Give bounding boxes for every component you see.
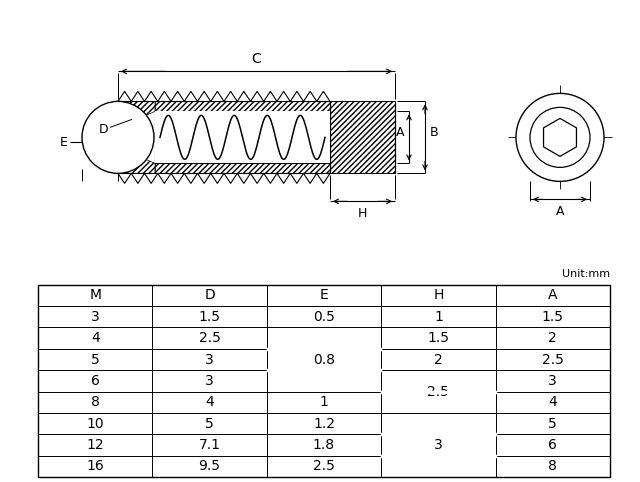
Polygon shape [118, 101, 155, 127]
Text: E: E [319, 288, 328, 302]
Polygon shape [543, 119, 577, 156]
Polygon shape [118, 147, 155, 174]
Text: 3: 3 [548, 374, 557, 388]
Text: 3: 3 [91, 310, 100, 324]
Text: 8: 8 [548, 459, 557, 473]
Polygon shape [155, 163, 390, 174]
Polygon shape [330, 101, 395, 174]
Circle shape [516, 94, 604, 181]
Text: 4: 4 [548, 395, 557, 409]
Text: D: D [99, 123, 109, 136]
Text: B: B [430, 126, 438, 139]
Text: H: H [433, 288, 444, 302]
Text: 5: 5 [91, 352, 100, 366]
Text: 16: 16 [86, 459, 104, 473]
Text: 1.5: 1.5 [542, 310, 564, 324]
Text: 12: 12 [86, 438, 104, 452]
Text: 2.5: 2.5 [313, 459, 335, 473]
Text: E: E [60, 136, 68, 149]
Circle shape [530, 107, 590, 167]
Bar [38, 285, 610, 477]
Circle shape [82, 101, 154, 174]
Text: 1: 1 [319, 395, 328, 409]
Text: 2.5: 2.5 [198, 331, 221, 345]
Text: Unit:mm: Unit:mm [562, 269, 610, 279]
Text: 9.5: 9.5 [198, 459, 221, 473]
Text: D: D [204, 288, 215, 302]
Text: 7.1: 7.1 [198, 438, 221, 452]
Text: 4: 4 [205, 395, 214, 409]
Text: 1.2: 1.2 [313, 416, 335, 430]
Text: 0.8: 0.8 [313, 352, 335, 366]
Text: 2: 2 [434, 352, 443, 366]
Text: 6: 6 [91, 374, 100, 388]
Text: 10: 10 [86, 416, 104, 430]
Text: 0.5: 0.5 [313, 310, 335, 324]
Polygon shape [155, 111, 330, 163]
Text: 6: 6 [548, 438, 557, 452]
Text: 3: 3 [205, 352, 214, 366]
Text: 1: 1 [434, 310, 443, 324]
Text: 5: 5 [205, 416, 214, 430]
Text: 4: 4 [91, 331, 100, 345]
Text: 3: 3 [205, 374, 214, 388]
Text: A: A [548, 288, 557, 302]
Text: C: C [252, 53, 261, 67]
Text: M: M [89, 288, 101, 302]
Text: A: A [556, 205, 564, 218]
Text: 8: 8 [91, 395, 100, 409]
Text: A: A [396, 126, 404, 139]
Text: 2.5: 2.5 [542, 352, 564, 366]
Text: 2.5: 2.5 [428, 385, 449, 399]
Text: 1.5: 1.5 [198, 310, 221, 324]
Text: 2: 2 [548, 331, 557, 345]
Polygon shape [155, 101, 390, 111]
Text: 5: 5 [548, 416, 557, 430]
Text: 3: 3 [434, 438, 443, 452]
Text: H: H [358, 207, 367, 220]
Text: 1.5: 1.5 [428, 331, 449, 345]
Text: 1.8: 1.8 [313, 438, 335, 452]
